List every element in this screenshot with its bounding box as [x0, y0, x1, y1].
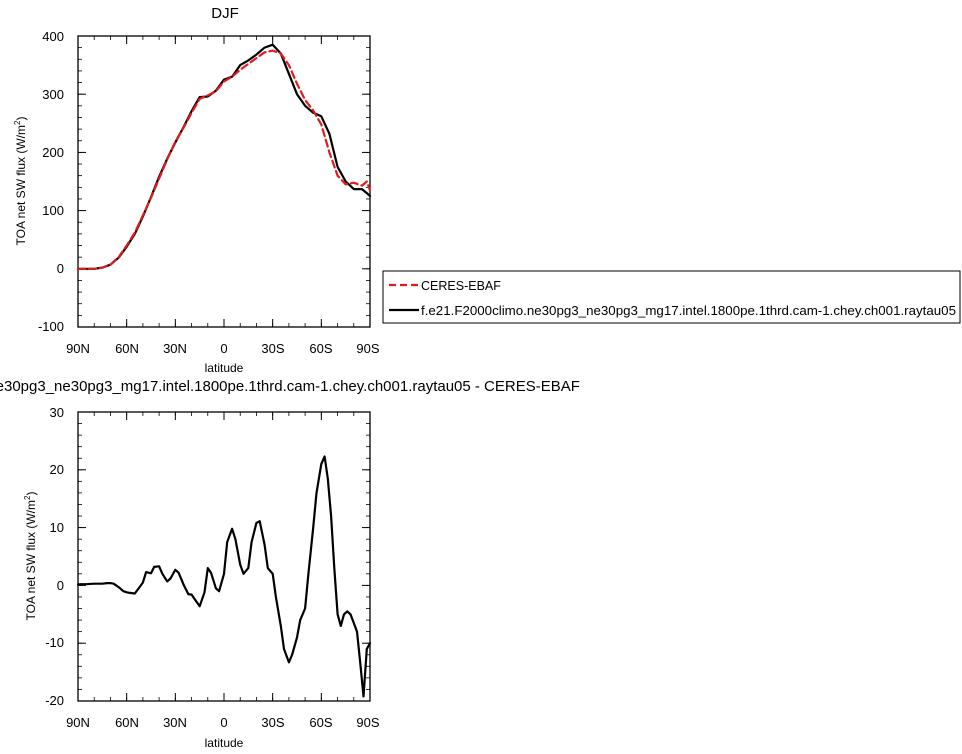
- bottom-y-tick-labels: -20 -10 0 10 20 30: [45, 405, 64, 708]
- top-y-axis-label-main: TOA net SW flux (W/m: [14, 125, 28, 245]
- top-series-line-ceres: [76, 49, 372, 270]
- top-x-tick-label: 60S: [309, 341, 332, 356]
- top-y-tick-label: -100: [38, 319, 64, 334]
- bottom-plot-area: [76, 411, 372, 702]
- top-x-tick-labels: 90N 60N 30N 0 30S 60S 90S: [66, 341, 380, 356]
- bottom-y-axis-label-main: TOA net SW flux (W/m: [24, 500, 38, 620]
- top-x-tick-label: 30N: [163, 341, 187, 356]
- bottom-chart-title: f.e21.F2000climo.ne30pg3_ne30pg3_mg17.in…: [0, 378, 580, 395]
- bottom-y-axis-label-sup: 2: [23, 495, 32, 500]
- bottom-y-tick-label: 10: [50, 520, 64, 535]
- top-plot-area: [76, 35, 372, 328]
- bottom-series-line-model: [76, 455, 372, 698]
- top-y-axis-label-sup: 2: [13, 120, 22, 125]
- bottom-x-tick-label: 90N: [66, 715, 90, 730]
- bottom-x-axis-label: latitude: [205, 736, 244, 750]
- legend-label-model: f.e21.F2000climo.ne30pg3_ne30pg3_mg17.in…: [421, 304, 956, 318]
- bottom-y-tick-label: -10: [45, 635, 64, 650]
- top-y-tick-label: 400: [42, 29, 64, 44]
- legend-label-ceres: CERES-EBAF: [421, 279, 501, 293]
- legend-box: [382, 270, 961, 324]
- bottom-x-tick-label: 0: [220, 715, 227, 730]
- bottom-x-tick-label: 30N: [163, 715, 187, 730]
- bottom-plot-frame: [77, 411, 371, 702]
- top-y-tick-label: 300: [42, 87, 64, 102]
- bottom-x-tick-label: 60N: [115, 715, 139, 730]
- top-x-tick-label: 90S: [356, 341, 379, 356]
- bottom-panel: f.e21.F2000climo.ne30pg3_ne30pg3_mg17.in…: [0, 378, 580, 750]
- top-x-tick-label: 60N: [115, 341, 139, 356]
- bottom-y-tick-label: 0: [57, 578, 64, 593]
- top-x-tick-label: 90N: [66, 341, 90, 356]
- top-y-tick-label: 0: [57, 261, 64, 276]
- top-x-axis-label: latitude: [205, 361, 244, 375]
- top-x-tick-label: 30S: [261, 341, 284, 356]
- bottom-series-group: [76, 455, 372, 698]
- legend: CERES-EBAF f.e21.F2000climo.ne30pg3_ne30…: [382, 270, 961, 324]
- top-series-group: [76, 43, 372, 270]
- top-chart-title: DJF: [211, 5, 239, 22]
- bottom-y-tick-label: 30: [50, 405, 64, 420]
- top-y-tick-label: 200: [42, 145, 64, 160]
- bottom-y-tick-label: 20: [50, 462, 64, 477]
- bottom-x-tick-labels: 90N 60N 30N 0 30S 60S 90S: [66, 715, 380, 730]
- top-y-axis-label-close: ): [14, 117, 28, 121]
- bottom-x-tick-label: 30S: [261, 715, 284, 730]
- top-ticks: [77, 35, 371, 328]
- bottom-y-tick-label: -20: [45, 693, 64, 708]
- top-y-tick-label: 100: [42, 203, 64, 218]
- top-panel: DJF -100 0 100 200 300 400 90N 60N 30N 0…: [13, 5, 380, 375]
- bottom-x-tick-label: 90S: [356, 715, 379, 730]
- bottom-ticks: [77, 411, 371, 702]
- bottom-x-tick-label: 60S: [309, 715, 332, 730]
- bottom-y-axis-label: TOA net SW flux (W/m2): [23, 492, 38, 621]
- bottom-y-axis-label-close: ): [24, 492, 38, 496]
- top-y-tick-labels: -100 0 100 200 300 400: [38, 29, 64, 334]
- top-x-tick-label: 0: [220, 341, 227, 356]
- top-series-line-model: [76, 43, 372, 270]
- top-y-axis-label: TOA net SW flux (W/m2): [13, 117, 28, 246]
